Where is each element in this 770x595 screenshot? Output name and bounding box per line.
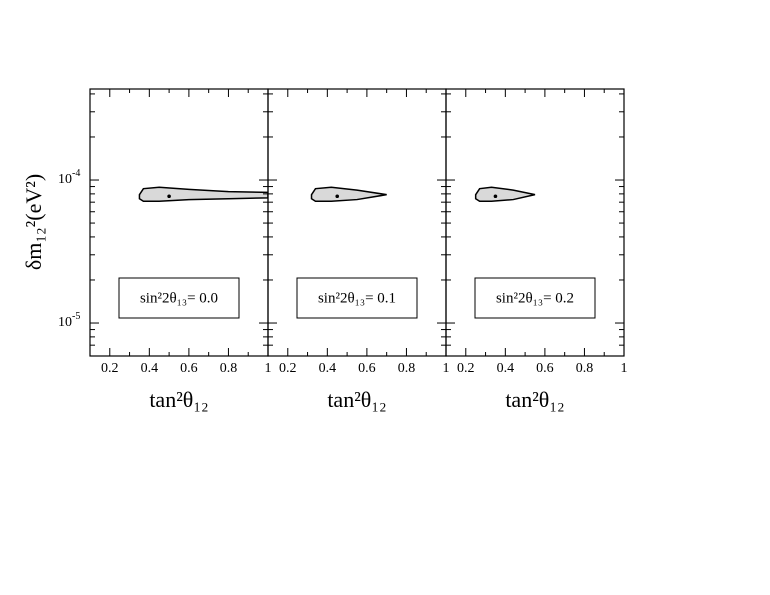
best-fit-point (335, 194, 340, 199)
y-tick-base: 10 (58, 315, 72, 330)
x-axis-label: tan²θ₁₂ (149, 387, 208, 412)
annotation: sin²2θ₁₃= 0.1 (318, 290, 396, 306)
x-tick-label: 0.8 (220, 361, 238, 376)
x-tick-label: 0.2 (457, 361, 475, 376)
y-tick-base: 10 (58, 172, 72, 187)
annotation-box (118, 277, 240, 319)
x-tick-label: 0.4 (141, 361, 159, 376)
best-fit-point (167, 194, 171, 199)
x-tick-label: 0.6 (180, 361, 198, 376)
x-tick-label: 0.6 (536, 361, 554, 376)
annotation-box (296, 277, 418, 319)
y-axis-label: δm₁₂²(eV²) (21, 174, 46, 270)
x-tick-label: 1 (621, 361, 628, 376)
y-tick-label: 10-5 (58, 311, 80, 330)
x-tick-label: 0.8 (576, 361, 594, 376)
x-tick-label: 0.6 (358, 361, 376, 376)
best-fit-point (493, 194, 498, 199)
x-tick-label: 1 (443, 361, 450, 376)
x-tick-label: 0.8 (398, 361, 416, 376)
x-axis-label: tan²θ₁₂ (505, 387, 564, 412)
annotation: sin²2θ₁₃= 0.0 (140, 290, 218, 306)
contour-region (310, 186, 387, 203)
annotation-box (474, 277, 596, 319)
x-tick-label: 0.2 (279, 361, 297, 376)
x-axis-label: tan²θ₁₂ (327, 387, 386, 412)
x-tick-label: 0.4 (497, 361, 515, 376)
y-tick-exponent: -5 (72, 311, 80, 322)
annotation: sin²2θ₁₃= 0.2 (496, 290, 574, 306)
contour-region (138, 186, 268, 203)
x-tick-label: 0.4 (319, 361, 337, 376)
y-tick-label: 10-4 (58, 168, 80, 187)
x-tick-label: 1 (265, 361, 272, 376)
x-tick-label: 0.2 (101, 361, 119, 376)
y-tick-exponent: -4 (72, 168, 80, 179)
contour-region (474, 186, 536, 203)
plot-frame (445, 88, 625, 357)
